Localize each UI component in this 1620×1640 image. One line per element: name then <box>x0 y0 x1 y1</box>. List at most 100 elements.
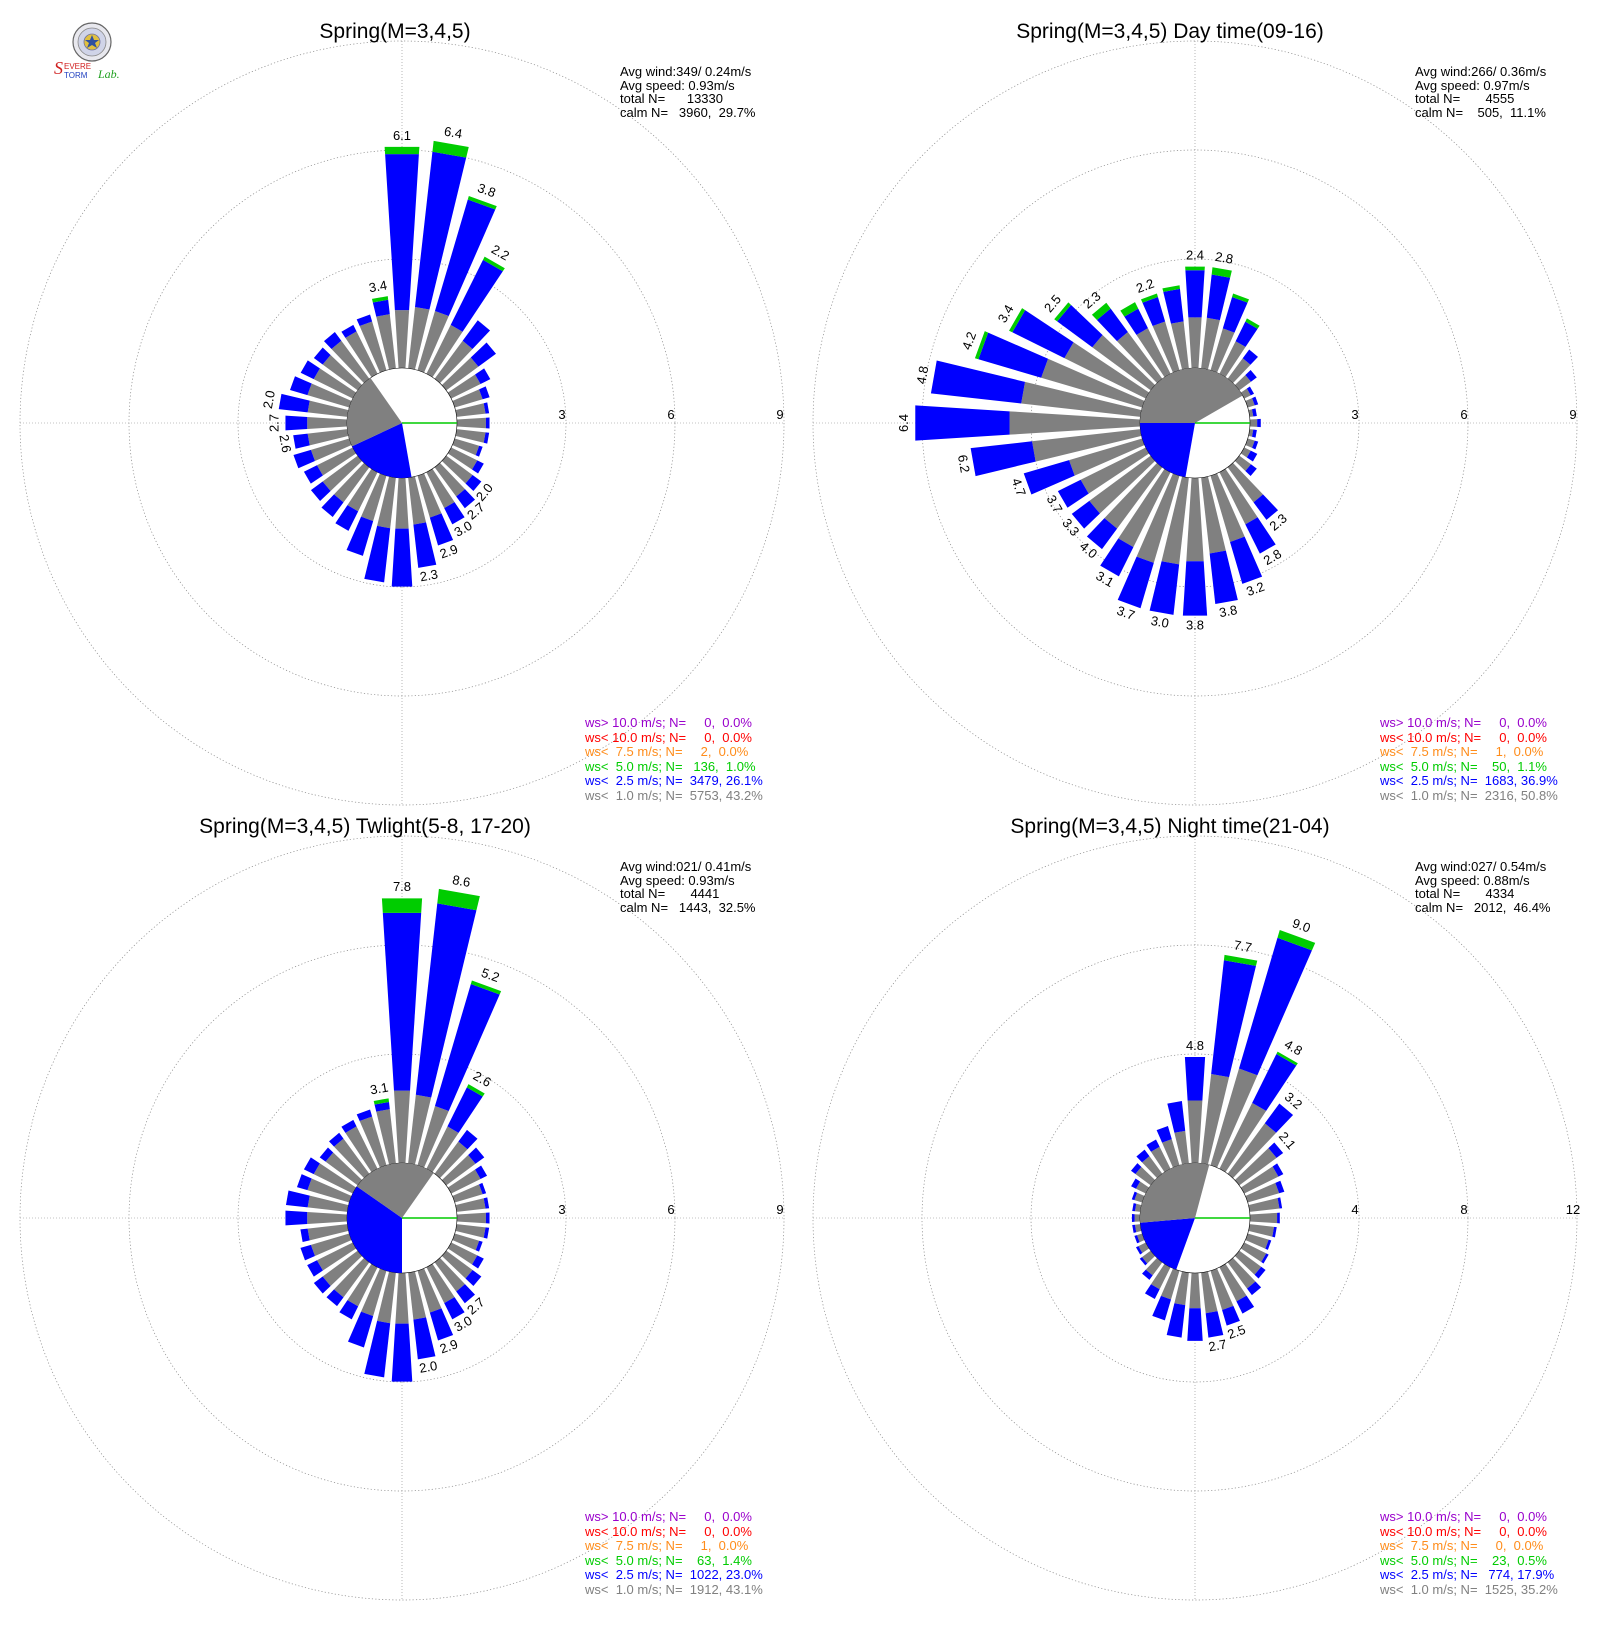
bar-segment-120-1 <box>472 1255 484 1269</box>
bar-segment-220-0 <box>334 462 370 503</box>
bar-segment-240-0 <box>1080 447 1150 494</box>
bar-segment-30-2 <box>482 256 505 272</box>
bar-segment-280-0 <box>1134 1203 1142 1212</box>
bar-segment-170-1 <box>1205 1311 1224 1338</box>
bar-label: 2.7 <box>1207 1336 1227 1354</box>
bar-segment-300-0 <box>313 368 357 399</box>
bar-segment-160-0 <box>417 1268 442 1313</box>
bar-segment-300-0 <box>313 1163 357 1194</box>
bar-label: 2.6 <box>471 1068 494 1090</box>
bar-label: 3.4 <box>368 277 388 295</box>
bar-segment-130-1 <box>1245 464 1257 476</box>
bar-segment-10-1 <box>1206 274 1231 321</box>
bar-label: 7.8 <box>393 879 411 894</box>
bar-segment-220-0 <box>334 1257 370 1298</box>
bar-segment-320-1 <box>328 1132 344 1147</box>
bar-label: 2.5 <box>1225 1322 1247 1342</box>
bar-segment-260-1 <box>970 441 1036 477</box>
speed-legend: ws> 10.0 m/s; N= 0, 0.0% ws< 10.0 m/s; N=… <box>585 1510 763 1597</box>
bar-segment-260-1 <box>1132 1224 1137 1233</box>
bar-segment-240-1 <box>1057 479 1089 508</box>
bar-segment-0-0 <box>393 1090 411 1164</box>
bar-segment-10-2 <box>1211 267 1232 278</box>
bar-segment-280-1 <box>1132 1203 1137 1212</box>
bar-label: 2.3 <box>419 566 439 584</box>
svg-text:EVERE: EVERE <box>64 62 91 71</box>
bar-segment-270-1 <box>285 415 308 431</box>
ring-label: 3 <box>558 1202 565 1217</box>
bar-segment-160-0 <box>1210 1268 1234 1310</box>
legend-entry: ws< 2.5 m/s; N= 774, 17.9% <box>1380 1567 1555 1582</box>
bar-segment-320-1 <box>323 331 342 349</box>
legend-entry: ws< 1.0 m/s; N= 2316, 50.8% <box>1380 787 1558 803</box>
bar-segment-120-0 <box>1240 1242 1267 1263</box>
bar-segment-210-0 <box>1118 468 1171 548</box>
bar-segment-10-0 <box>1201 1073 1230 1165</box>
bar-segment-300-2 <box>1009 308 1026 333</box>
bar-segment-80-1 <box>483 1197 490 1209</box>
bar-segment-220-1 <box>1142 1269 1153 1280</box>
bar-segment-270-0 <box>307 417 348 429</box>
bar-segment-80-1 <box>1251 408 1257 417</box>
stats-line: Avg wind:021/ 0.41m/s <box>620 859 752 874</box>
bar-segment-310-1 <box>1057 304 1103 348</box>
bar-segment-170-0 <box>1201 1271 1218 1314</box>
bar-segment-120-1 <box>1246 450 1258 462</box>
bar-segment-330-1 <box>341 324 357 338</box>
bar-segment-100-1 <box>1272 1226 1277 1238</box>
bar-segment-290-1 <box>289 376 312 396</box>
bar-segment-0-2 <box>384 146 420 155</box>
bar-segment-190-1 <box>1149 561 1180 615</box>
bar-segment-150-1 <box>1236 1295 1255 1314</box>
bar-segment-150-0 <box>1219 1263 1247 1302</box>
bar-segment-250-1 <box>293 449 315 469</box>
bar-label: 4.2 <box>959 330 979 352</box>
bar-segment-60-1 <box>1272 1163 1284 1177</box>
bar-segment-320-0 <box>1142 1156 1163 1179</box>
bar-segment-70-0 <box>452 389 483 408</box>
bar-segment-0-2 <box>1185 266 1205 271</box>
bar-segment-100-1 <box>1251 429 1257 438</box>
bar-segment-60-0 <box>447 374 481 399</box>
bar-segment-290-1 <box>1131 1191 1138 1201</box>
bar-segment-0-1 <box>1185 270 1205 318</box>
bar-segment-340-0 <box>1162 1139 1180 1168</box>
bar-segment-20-0 <box>1210 328 1235 373</box>
bar-segment-100-1 <box>483 432 490 444</box>
bar-segment-210-1 <box>335 505 359 531</box>
bar-segment-210-0 <box>347 1263 378 1307</box>
bar-segment-0-1 <box>1184 1057 1206 1101</box>
bar-segment-160-1 <box>429 1308 454 1341</box>
bar-segment-240-1 <box>1135 1246 1143 1255</box>
bar-label: 2.0 <box>260 389 278 409</box>
bar-segment-130-1 <box>1254 1266 1266 1279</box>
bar-segment-180-0 <box>1186 477 1204 562</box>
bar-segment-240-0 <box>1138 1242 1150 1253</box>
bar-segment-190-1 <box>1166 1303 1186 1338</box>
bar-segment-0-2 <box>381 898 423 913</box>
stats-line: Avg speed: 0.93m/s <box>620 872 735 888</box>
bar-segment-260-0 <box>307 429 349 446</box>
wind-rose-panel-2: 3 6 92.4 2.82.32.83.23.83.83.03.73.14.03.33… <box>812 40 1578 806</box>
svg-text:S: S <box>54 58 63 78</box>
bar-label: 3.7 <box>1115 603 1137 623</box>
bar-segment-110-0 <box>1245 438 1255 448</box>
grid-ring <box>812 40 1578 806</box>
bar-segment-230-1 <box>310 481 331 502</box>
calm-wedge-blue <box>1140 1218 1195 1270</box>
bar-segment-20-0 <box>417 310 449 373</box>
legend-entry: ws< 10.0 m/s; N= 0, 0.0% <box>585 729 752 745</box>
bar-segment-170-0 <box>408 476 427 525</box>
bar-segment-140-0 <box>434 1257 465 1292</box>
bar-segment-330-0 <box>345 331 378 378</box>
severe-storm-lab-logo: S EVERE TORM Lab. <box>48 22 148 84</box>
bar-segment-230-0 <box>322 455 363 491</box>
bar-segment-310-0 <box>325 1152 363 1186</box>
ring-label: 6 <box>667 1202 674 1217</box>
speed-legend: ws> 10.0 m/s; N= 0, 0.0% ws< 10.0 m/s; N=… <box>585 716 763 803</box>
bar-segment-0-1 <box>385 154 419 311</box>
legend-entry: ws< 5.0 m/s; N= 23, 0.5% <box>1380 1552 1547 1568</box>
bar-segment-260-0 <box>1134 1224 1142 1233</box>
bar-segment-60-0 <box>1240 1166 1279 1194</box>
